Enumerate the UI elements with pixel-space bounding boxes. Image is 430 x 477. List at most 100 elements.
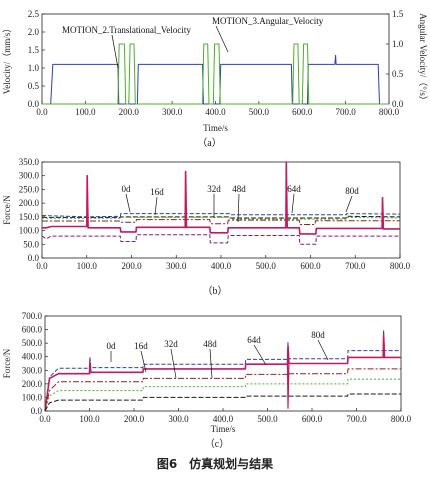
series-line-2-3 [44,378,401,412]
x-tick-label-1-0: 0.0 [36,261,48,271]
annotation-leader-0-0 [111,34,119,69]
y-tick-label-0-1: 0.5 [28,81,40,91]
x-axis-label-2: Time/s [211,424,236,434]
annotation-2-2: 32d [164,339,178,349]
y-axis-label-1: Force/N [2,195,12,225]
x-tick-label-2-7: 700.0 [346,414,367,424]
y-tick-label-2-7: 700.0 [22,311,43,321]
annotation-leader-1-5 [345,195,353,213]
panel-label-1: （b） [203,285,228,297]
y-tick-label-2-4: 400.0 [22,352,43,362]
y-tick-label-2-3: 300.0 [22,365,43,375]
series-line-1-2 [42,216,401,220]
annotation-leader-2-4 [253,344,267,366]
y-tick-label-2-0: 0.0 [31,406,43,416]
x-tick-label-0-2: 200.0 [119,107,140,117]
y-right-tick-label-0-3: 1.5 [392,9,404,19]
x-tick-label-1-7: 700.0 [345,261,366,271]
x-tick-label-2-6: 600.0 [302,414,323,424]
x-tick-label-0-1: 100.0 [75,107,96,117]
annotation-2-4: 64d [247,335,261,345]
y-right-tick-label-0-1: 0.5 [392,69,404,79]
series-line-1-3 [42,219,400,225]
annotation-leader-1-0 [125,193,131,213]
y-right-tick-label-0-2: 1.0 [392,39,404,49]
y-tick-label-1-6: 300.0 [19,171,40,181]
annotation-leader-2-2 [170,348,177,379]
y-tick-label-2-2: 200.0 [22,379,43,389]
y-tick-label-0-2: 1.0 [28,63,40,73]
series-line-0-0 [42,54,389,105]
annotation-leader-2-1 [140,350,147,373]
y-right-axis-label-0: Angular Velocity/（°/s） [418,13,428,105]
x-tick-label-2-1: 100.0 [79,414,100,424]
x-tick-label-1-6: 600.0 [300,261,321,271]
series-line-1-0 [41,213,401,218]
x-tick-label-0-4: 400.0 [205,107,226,117]
y-tick-label-1-1: 50.0 [23,239,39,249]
x-tick-label-0-6: 600.0 [292,107,313,117]
annotation-0-1: MOTION_3.Angular_Velocity [212,16,324,26]
x-tick-label-2-5: 500.0 [257,414,278,424]
annotation-2-1: 16d [134,341,148,351]
x-tick-label-1-2: 200.0 [121,261,142,271]
series-line-2-5 [286,364,290,409]
y-tick-label-2-5: 500.0 [22,338,43,348]
annotation-2-3: 48d [203,339,217,349]
annotation-1-4: 64d [287,184,301,194]
x-tick-label-0-7: 700.0 [336,107,357,117]
annotation-2-0: 0d [107,341,117,351]
annotation-1-1: 16d [150,187,164,197]
y-tick-label-2-1: 100.0 [22,392,43,402]
annotation-leader-2-5 [317,339,329,361]
plot-frame-1 [41,161,401,259]
series-line-2-4 [44,393,401,412]
x-tick-label-2-3: 300.0 [168,414,189,424]
x-tick-label-1-3: 300.0 [166,261,187,271]
y-tick-label-1-5: 250.0 [19,184,40,194]
y-tick-label-1-3: 150.0 [19,212,40,222]
annotation-2-5: 80d [311,330,325,340]
x-tick-label-1-1: 100.0 [77,261,98,271]
x-tick-label-2-0: 0.0 [39,414,51,424]
annotation-1-2: 32d [207,184,221,194]
figure-caption: 图6 仿真规划与结果 [156,457,274,471]
y-tick-label-1-7: 350.0 [19,157,40,167]
y-axis-label-2: Force/N [2,348,12,378]
series-line-0-1 [42,43,389,105]
x-tick-label-2-4: 400.0 [213,414,234,424]
annotation-leader-2-3 [209,348,213,379]
annotation-1-5: 80d [345,186,359,196]
annotation-leader-1-1 [154,196,158,216]
series-line-2-1 [44,334,401,412]
series-line-1-1 [42,215,401,219]
x-tick-label-1-8: 800.0 [390,261,411,271]
x-tick-label-0-8: 800.0 [379,107,400,117]
x-tick-label-1-5: 500.0 [256,261,277,271]
x-tick-label-0-0: 0.0 [36,107,48,117]
x-tick-label-0-5: 500.0 [249,107,270,117]
y-axis-label-0: Velocity/（mm/s） [2,24,12,95]
y-tick-label-0-4: 2.0 [28,27,40,37]
y-tick-label-0-3: 1.5 [28,45,40,55]
x-tick-label-0-3: 300.0 [162,107,183,117]
y-tick-label-1-2: 100.0 [19,226,40,236]
series-line-1-4 [42,161,400,235]
annotation-leader-1-4 [291,193,295,214]
y-tick-label-0-0: 0.0 [28,99,40,109]
x-tick-label-2-2: 200.0 [124,414,145,424]
y-tick-label-1-0: 0.0 [28,253,40,263]
series-line-2-2 [44,368,401,412]
series-line-1-5 [41,234,400,245]
x-axis-label-0: Time/s [203,123,228,133]
annotation-leader-1-3 [237,193,240,223]
annotation-1-3: 48d [232,184,246,194]
annotation-1-0: 0d [122,184,132,194]
panel-label-2: （c） [205,438,229,450]
annotation-leader-0-1 [215,25,229,53]
y-right-tick-label-0-0: 0.0 [392,99,404,109]
y-tick-label-0-5: 2.5 [28,9,40,19]
annotation-0-0: MOTION_2.Translational_Velocity [62,25,191,35]
panel-label-0: （a） [197,137,221,149]
